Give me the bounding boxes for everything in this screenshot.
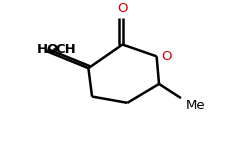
Text: HO: HO: [37, 43, 60, 56]
Text: O: O: [117, 2, 128, 15]
Text: CH: CH: [56, 43, 76, 56]
Text: O: O: [161, 50, 172, 63]
Text: Me: Me: [186, 99, 206, 113]
